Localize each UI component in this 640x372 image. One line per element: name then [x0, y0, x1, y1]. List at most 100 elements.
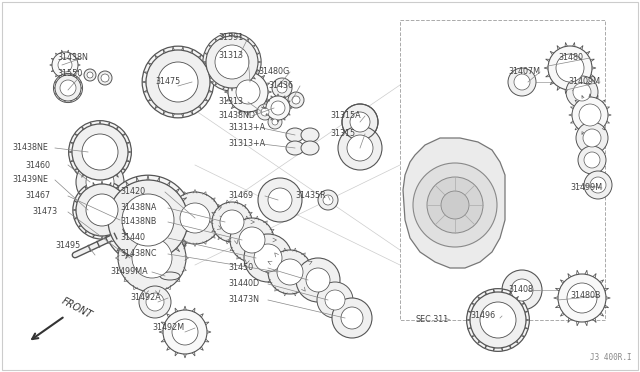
Circle shape: [87, 72, 93, 78]
Polygon shape: [174, 188, 180, 194]
Circle shape: [341, 307, 363, 329]
Polygon shape: [93, 233, 95, 238]
Polygon shape: [73, 209, 77, 211]
Polygon shape: [79, 224, 83, 227]
Polygon shape: [215, 81, 218, 86]
Text: 31409M: 31409M: [568, 77, 600, 87]
Polygon shape: [203, 62, 208, 67]
Polygon shape: [477, 339, 481, 344]
Polygon shape: [116, 229, 119, 234]
Ellipse shape: [286, 141, 304, 155]
Polygon shape: [204, 53, 209, 55]
Polygon shape: [75, 97, 77, 99]
Polygon shape: [252, 76, 255, 79]
Polygon shape: [500, 289, 503, 294]
Text: 31496: 31496: [470, 311, 495, 321]
Circle shape: [146, 293, 164, 311]
Circle shape: [470, 292, 526, 348]
Polygon shape: [154, 55, 159, 60]
Polygon shape: [246, 38, 249, 43]
Circle shape: [215, 45, 249, 79]
Circle shape: [511, 279, 533, 301]
Polygon shape: [105, 228, 112, 232]
Circle shape: [277, 83, 287, 93]
Text: 31467: 31467: [25, 192, 50, 201]
Polygon shape: [204, 68, 209, 71]
Circle shape: [573, 83, 591, 101]
Polygon shape: [500, 346, 503, 351]
Text: 31438NA: 31438NA: [120, 203, 156, 212]
Circle shape: [76, 158, 124, 206]
Circle shape: [118, 224, 186, 292]
Circle shape: [441, 191, 469, 219]
Text: 31499M: 31499M: [570, 183, 602, 192]
Polygon shape: [127, 151, 131, 153]
Polygon shape: [209, 45, 212, 48]
Circle shape: [206, 36, 258, 88]
Polygon shape: [172, 46, 175, 52]
Polygon shape: [79, 93, 81, 94]
Polygon shape: [246, 81, 249, 86]
Circle shape: [257, 104, 273, 120]
Circle shape: [558, 274, 606, 322]
Circle shape: [317, 282, 353, 318]
Polygon shape: [156, 256, 159, 263]
Polygon shape: [81, 126, 85, 131]
Polygon shape: [85, 186, 88, 191]
Polygon shape: [90, 177, 93, 182]
Circle shape: [338, 126, 382, 170]
Polygon shape: [81, 173, 85, 177]
Circle shape: [236, 80, 260, 104]
Polygon shape: [65, 100, 66, 102]
Polygon shape: [125, 142, 130, 145]
Text: 31492A: 31492A: [130, 294, 161, 302]
Polygon shape: [472, 333, 476, 337]
Polygon shape: [163, 109, 166, 115]
Circle shape: [583, 129, 601, 147]
Text: 31438NE: 31438NE: [12, 144, 48, 153]
Text: 31460: 31460: [25, 160, 50, 170]
Circle shape: [306, 268, 330, 292]
Polygon shape: [525, 319, 529, 321]
Polygon shape: [142, 81, 148, 83]
Circle shape: [55, 75, 81, 101]
Circle shape: [82, 134, 118, 170]
Text: 31440: 31440: [120, 234, 145, 243]
Polygon shape: [107, 177, 109, 182]
Polygon shape: [99, 179, 101, 183]
Polygon shape: [468, 311, 473, 314]
Polygon shape: [121, 167, 125, 170]
Circle shape: [244, 234, 292, 282]
Circle shape: [427, 177, 483, 233]
Polygon shape: [93, 182, 95, 187]
Polygon shape: [197, 104, 202, 109]
Polygon shape: [467, 319, 472, 321]
Polygon shape: [485, 292, 488, 296]
Circle shape: [272, 119, 278, 125]
Circle shape: [514, 74, 530, 90]
Circle shape: [254, 244, 282, 272]
Polygon shape: [55, 82, 57, 83]
Polygon shape: [55, 93, 57, 94]
Polygon shape: [515, 339, 518, 344]
Polygon shape: [136, 177, 140, 184]
Text: 31480G: 31480G: [258, 67, 289, 77]
Text: 31315A: 31315A: [330, 112, 360, 121]
Polygon shape: [215, 38, 218, 43]
Circle shape: [72, 124, 128, 180]
Polygon shape: [231, 33, 233, 37]
Polygon shape: [125, 201, 130, 203]
Polygon shape: [116, 246, 122, 252]
Polygon shape: [70, 74, 72, 76]
Polygon shape: [520, 303, 524, 307]
Polygon shape: [239, 34, 241, 39]
Text: 31480B: 31480B: [570, 292, 600, 301]
Polygon shape: [125, 217, 130, 219]
Polygon shape: [143, 72, 149, 75]
Polygon shape: [136, 256, 140, 263]
Polygon shape: [121, 134, 125, 137]
Polygon shape: [125, 252, 131, 259]
Polygon shape: [223, 85, 225, 90]
Polygon shape: [493, 346, 495, 351]
Polygon shape: [508, 292, 511, 296]
